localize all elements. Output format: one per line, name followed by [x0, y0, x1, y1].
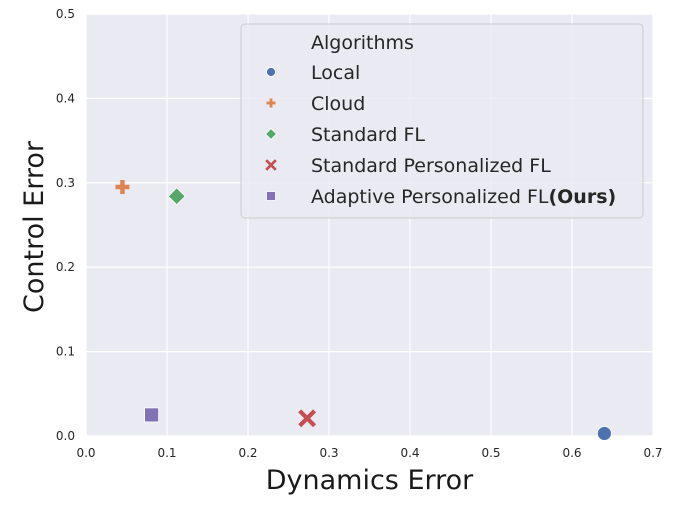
legend-box	[240, 23, 644, 219]
legend-label: Standard FL	[311, 124, 425, 146]
legend-item: Standard Personalized FL	[265, 155, 551, 177]
x-tick-label: 0.6	[562, 446, 581, 460]
legend-label: Adaptive Personalized FL(Ours)	[311, 186, 616, 208]
legend-items: Local Cloud Standard FL Standard Personaliz…	[265, 62, 616, 208]
legend-item: Cloud	[266, 93, 365, 115]
x-tick-label: 0.0	[76, 446, 95, 460]
x-tick-label: 0.5	[481, 446, 500, 460]
x-tick-label: 0.4	[400, 446, 419, 460]
legend-marker	[265, 128, 277, 140]
data-points	[115, 180, 612, 441]
x-tick-labels: 0.0 0.1 0.2 0.3 0.4 0.5 0.6 0.7	[76, 446, 662, 460]
legend-item: Adaptive Personalized FL(Ours)	[266, 186, 616, 208]
legend-marker	[266, 67, 276, 77]
point-adaptive-personalized-fl-ours	[144, 407, 160, 423]
y-tick-labels: 0.0 0.1 0.2 0.3 0.4 0.5	[56, 7, 75, 443]
legend-label: Local	[311, 62, 360, 84]
legend-item: Local	[266, 62, 360, 84]
legend-marker	[266, 191, 276, 201]
y-tick-label: 0.2	[56, 260, 75, 274]
y-axis-label: Control Error	[19, 140, 50, 313]
y-tick-label: 0.5	[56, 7, 75, 21]
point-local	[597, 426, 612, 441]
y-tick-label: 0.3	[56, 176, 75, 190]
legend: Algorithms Local Cloud Standard FL Standard…	[240, 23, 644, 219]
point-standard-personalized-fl	[298, 409, 317, 428]
x-axis-label: Dynamics Error	[266, 465, 474, 496]
legend-label: Standard Personalized FL	[311, 155, 551, 177]
x-tick-label: 0.7	[643, 446, 662, 460]
point-standard-fl	[167, 187, 186, 206]
legend-marker	[266, 98, 276, 108]
y-tick-label: 0.4	[56, 91, 75, 105]
x-tick-label: 0.3	[319, 446, 338, 460]
legend-label-ours: (Ours)	[548, 186, 616, 208]
y-tick-label: 0.0	[56, 429, 75, 443]
y-tick-label: 0.1	[56, 345, 75, 359]
point-cloud	[115, 180, 130, 195]
legend-item: Standard FL	[265, 124, 425, 146]
legend-label: Cloud	[311, 93, 365, 115]
x-tick-label: 0.1	[157, 446, 176, 460]
legend-marker	[265, 159, 277, 171]
legend-title: Algorithms	[311, 32, 414, 54]
x-tick-label: 0.2	[238, 446, 257, 460]
